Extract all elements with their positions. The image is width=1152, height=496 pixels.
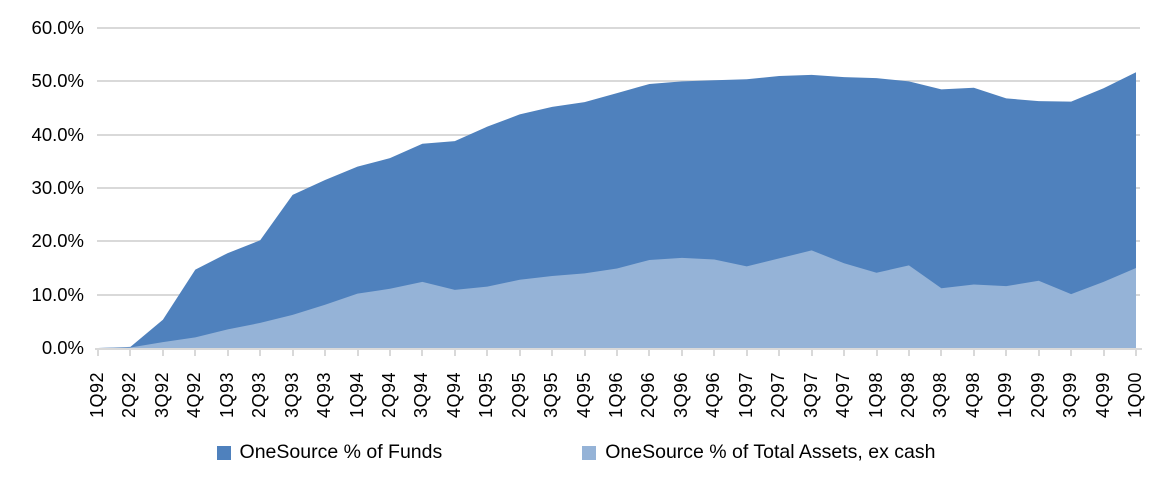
x-axis-label: 2Q94 [378,371,399,418]
y-axis-label: 60.0% [31,17,84,38]
x-axis-label: 2Q98 [897,371,918,418]
x-axis-tick [972,350,975,356]
x-axis-tick [583,350,586,356]
y-axis-label: 50.0% [31,70,84,92]
x-axis-label: 1Q00 [1125,371,1145,418]
x-axis-label: 4Q93 [314,371,335,418]
legend-item-assets: OneSource % of Total Assets, ex cash [582,441,935,464]
x-axis-tick [226,350,229,356]
x-axis-tick [388,350,391,356]
x-axis-label: 1Q95 [476,371,497,418]
x-axis-tick [97,350,99,356]
x-axis-label: 1Q97 [735,371,756,418]
x-axis-tick [713,350,716,356]
x-axis-tick [810,350,813,356]
x-axis-label: 3Q94 [411,371,432,418]
gridline [97,27,1140,29]
x-axis-label: 3Q97 [800,371,821,418]
y-axis-label: 40.0% [31,123,84,145]
y-axis-label: 10.0% [31,283,84,305]
x-axis-label: 2Q97 [768,371,789,418]
x-axis-label: 3Q96 [670,371,691,418]
x-axis-tick [129,350,132,356]
x-axis-label: 3Q99 [1060,371,1081,418]
x-axis-label: 1Q96 [606,371,626,418]
x-axis-label: 1Q93 [216,371,237,418]
x-axis-tick [875,350,878,356]
x-axis-tick [194,350,197,356]
x-axis-label: 2Q92 [119,371,140,418]
x-axis-tick [486,350,489,356]
funds-legend-label: OneSource % of Funds [239,441,443,463]
x-axis-tick [1005,350,1008,356]
y-axis-label: 0.0% [41,337,84,358]
x-axis-tick [356,350,359,356]
x-axis-tick [778,350,781,356]
x-axis-tick [1070,350,1073,356]
x-axis-label: 3Q95 [541,371,562,418]
assets-legend-swatch-icon [582,445,597,460]
x-axis-label: 4Q96 [703,371,724,418]
x-axis-label: 2Q96 [638,371,659,418]
funds-legend-swatch-icon [216,445,231,460]
legend: OneSource % of Funds OneSource % of Tota… [0,441,1152,464]
x-axis-tick [259,350,262,356]
plot-area [98,72,1136,348]
x-axis-label: 4Q94 [443,371,464,418]
x-axis-label: 4Q98 [962,371,983,418]
x-axis-tick [745,350,748,356]
gridline [97,80,1140,83]
x-axis-line [95,348,1142,350]
x-axis-label: 1Q99 [995,371,1016,418]
legend-item-funds: OneSource % of Funds [216,441,443,464]
assets-legend-label: OneSource % of Total Assets, ex cash [605,441,936,463]
x-axis-tick [1102,350,1105,356]
x-axis-label: 2Q99 [1027,371,1048,418]
assets-area-series [98,250,1136,348]
x-axis-label: 4Q99 [1092,371,1113,418]
y-axis-label: 30.0% [31,177,84,198]
x-axis-tick [421,350,424,356]
x-axis-tick [551,350,554,356]
x-axis-tick [291,350,294,356]
x-axis-tick [324,350,327,356]
x-axis-label: 3Q93 [281,371,302,418]
x-axis-tick [940,350,943,356]
x-axis-label: 1Q92 [87,371,107,418]
x-axis-label: 4Q92 [184,371,205,418]
x-axis-tick [453,350,456,356]
x-axis-label: 2Q93 [249,371,270,418]
x-axis-tick [518,350,521,356]
x-axis-tick [843,350,846,356]
x-axis-label: 4Q95 [573,371,594,418]
x-axis-label: 1Q98 [865,371,886,418]
x-axis-label: 1Q94 [346,371,367,418]
x-axis-tick [680,350,683,356]
x-axis-tick [161,350,164,356]
y-axis-label: 20.0% [31,230,84,252]
x-axis-tick [1135,350,1137,356]
x-axis-label: 2Q95 [508,371,529,418]
x-axis-label: 3Q92 [151,371,172,418]
x-axis-tick [907,350,910,356]
x-axis-tick [648,350,651,356]
x-axis-label: 4Q97 [833,371,854,418]
x-axis-label: 3Q98 [930,371,951,418]
x-axis-tick [1037,350,1040,356]
x-axis-tick [616,350,618,356]
